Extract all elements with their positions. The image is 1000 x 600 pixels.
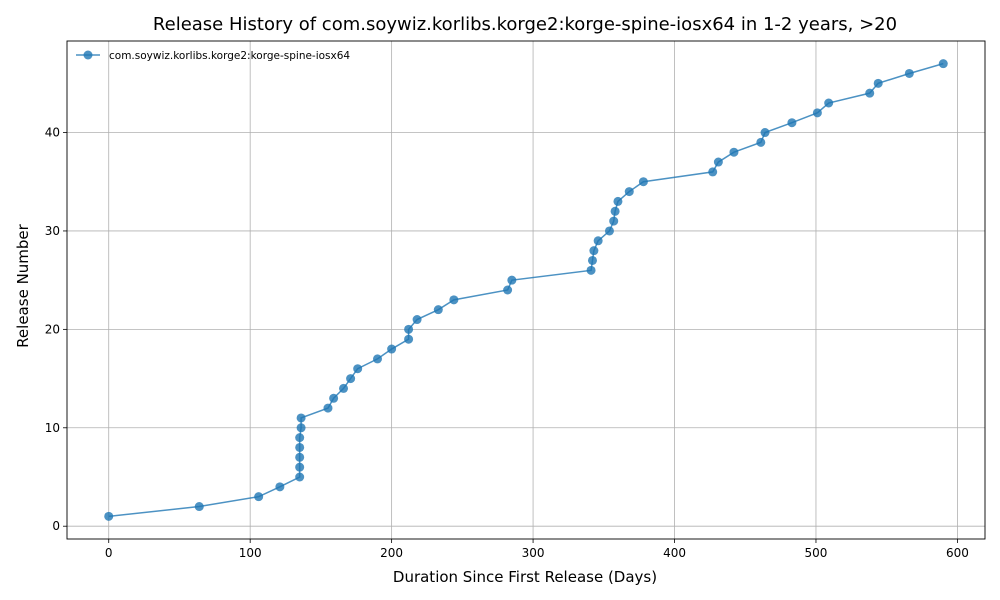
legend-label: com.soywiz.korlibs.korge2:korge-spine-io… — [109, 50, 350, 62]
data-point — [295, 452, 305, 462]
data-point — [604, 226, 614, 236]
y-tick-label: 40 — [45, 126, 60, 140]
x-tick-label: 600 — [946, 546, 969, 560]
data-point — [756, 137, 766, 147]
data-point — [873, 78, 883, 88]
data-point — [610, 206, 620, 216]
data-point — [812, 108, 822, 118]
data-point — [624, 187, 634, 197]
data-point — [760, 128, 770, 138]
data-point — [296, 413, 306, 423]
legend-marker-swatch — [83, 50, 93, 60]
data-point — [404, 324, 414, 334]
data-point — [194, 502, 204, 512]
data-point — [904, 68, 914, 78]
x-tick-label: 500 — [805, 546, 828, 560]
x-tick-label: 0 — [105, 546, 113, 560]
y-tick-label: 10 — [45, 421, 60, 435]
x-tick-label: 100 — [239, 546, 262, 560]
x-axis-ticks: 0 100 200 300 400 500 600 — [105, 539, 969, 560]
data-point — [587, 255, 597, 265]
data-point — [339, 383, 349, 393]
data-point — [295, 462, 305, 472]
data-point — [708, 167, 718, 177]
y-tick-label: 0 — [52, 519, 60, 533]
data-point — [503, 285, 513, 295]
chart-title: Release History of com.soywiz.korlibs.ko… — [153, 14, 897, 35]
x-axis-label: Duration Since First Release (Days) — [393, 568, 657, 586]
data-point — [589, 246, 599, 256]
y-axis-label: Release Number — [14, 223, 32, 347]
data-point — [593, 236, 603, 246]
data-point — [729, 147, 739, 157]
data-point — [104, 511, 114, 521]
x-tick-label: 200 — [380, 546, 403, 560]
data-point — [433, 305, 443, 315]
data-point — [787, 118, 797, 128]
data-point — [412, 315, 422, 325]
data-point — [323, 403, 333, 413]
data-point — [507, 275, 517, 285]
data-point — [329, 393, 339, 403]
x-tick-label: 300 — [522, 546, 545, 560]
grid-lines — [67, 41, 985, 539]
x-tick-label: 400 — [663, 546, 686, 560]
data-point — [713, 157, 723, 167]
data-point — [353, 364, 363, 374]
data-point — [613, 196, 623, 206]
y-tick-label: 30 — [45, 224, 60, 238]
y-tick-label: 20 — [45, 322, 60, 336]
data-point — [372, 354, 382, 364]
data-point — [449, 295, 459, 305]
data-point — [609, 216, 619, 226]
series-layer — [104, 59, 948, 521]
data-point — [586, 265, 596, 275]
data-point — [938, 59, 948, 69]
data-point — [404, 334, 414, 344]
data-point — [296, 423, 306, 433]
data-point — [387, 344, 397, 354]
data-point — [254, 492, 264, 502]
data-point — [346, 374, 356, 384]
data-point — [275, 482, 285, 492]
data-point — [295, 433, 305, 443]
data-point — [638, 177, 648, 187]
y-axis-ticks: 0 10 20 30 40 — [45, 126, 67, 533]
plot-frame — [66, 40, 986, 540]
data-point — [295, 472, 305, 482]
data-point — [824, 98, 834, 108]
data-point — [295, 442, 305, 452]
data-point — [865, 88, 875, 98]
legend: com.soywiz.korlibs.korge2:korge-spine-io… — [76, 50, 350, 62]
